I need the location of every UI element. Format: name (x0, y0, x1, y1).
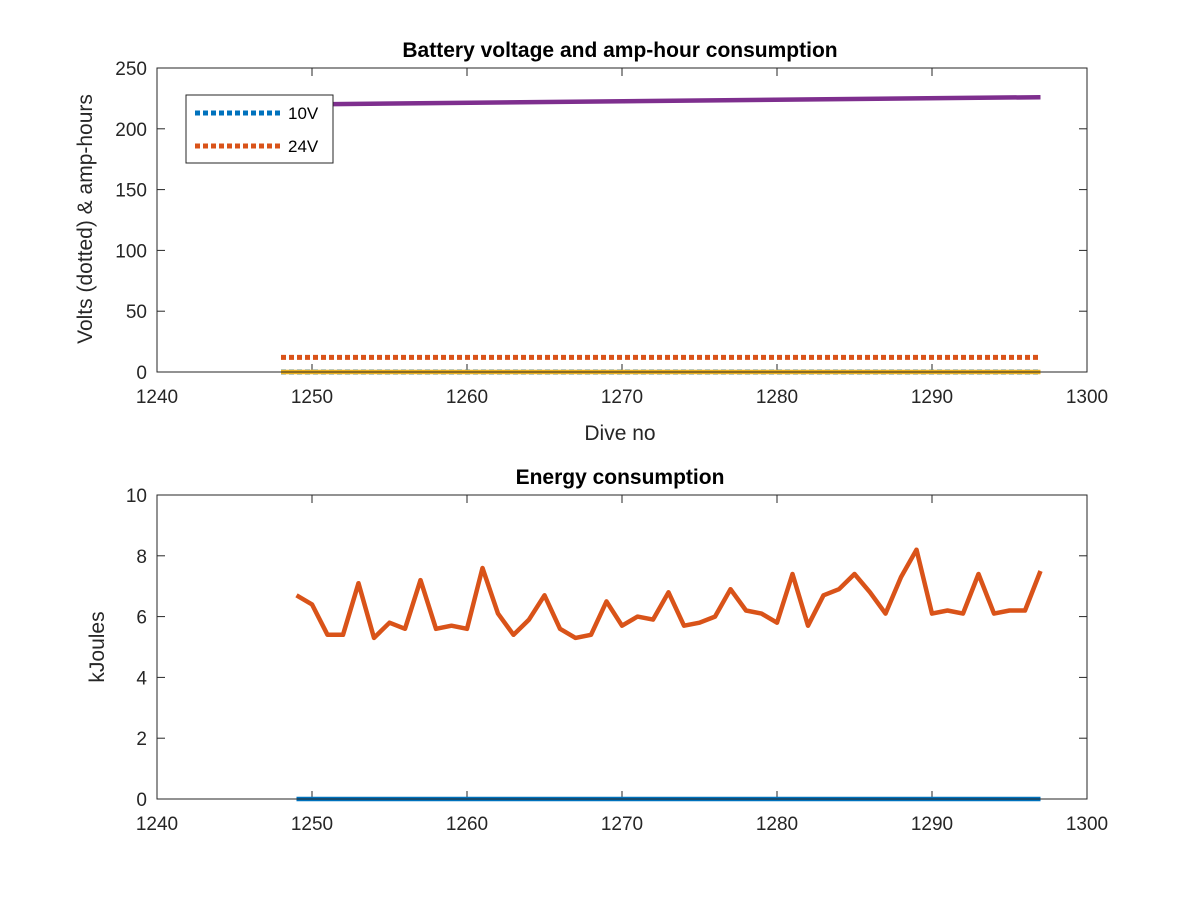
y-tick-label: 0 (136, 790, 147, 811)
x-tick-label: 1270 (601, 814, 643, 835)
y-tick-label: 250 (115, 59, 147, 80)
chart-title: Energy consumption (516, 466, 725, 489)
axes-box (156, 67, 1088, 373)
y-tick-label: 100 (115, 241, 147, 262)
legend-label-10v: 10V (288, 104, 319, 123)
x-tick-label: 1280 (756, 387, 798, 408)
x-tick-label: 1290 (911, 387, 953, 408)
x-tick-label: 1240 (136, 387, 178, 408)
chart-energy: Energy consumption kJoules 1240 1250 1260 1… (86, 466, 1108, 835)
plot-lines (295, 547, 1043, 802)
x-tick-label: 1250 (291, 387, 333, 408)
x-tick-label: 1300 (1066, 387, 1108, 408)
chart-battery: Battery voltage and amp-hour consumption… (74, 39, 1108, 445)
y-tick-label: 0 (136, 363, 147, 384)
legend-label-24v: 24V (288, 137, 319, 156)
y-tick-label: 150 (115, 181, 147, 202)
legend-box (185, 94, 334, 164)
x-tick-label: 1240 (136, 814, 178, 835)
y-axis-label: Volts (dotted) & amp-hours (74, 94, 97, 344)
y-axis-label: kJoules (86, 611, 109, 682)
axis-ticks: 1240 1250 1260 1270 1280 1290 1300 0 2 4 6 8 10 (126, 486, 1108, 835)
x-tick-label: 1290 (911, 814, 953, 835)
x-tick-label: 1300 (1066, 814, 1108, 835)
x-axis-label: Dive no (584, 422, 655, 445)
y-tick-label: 10 (126, 486, 147, 507)
axis-ticks: 1240 1250 1260 1270 1280 1290 1300 0 50 100 150 200… (115, 59, 1108, 408)
axes-box (156, 494, 1088, 800)
x-tick-label: 1260 (446, 387, 488, 408)
y-tick-label: 8 (136, 547, 147, 568)
x-tick-label: 1280 (756, 814, 798, 835)
y-tick-label: 2 (136, 729, 147, 750)
legend: 10V 24V (185, 94, 334, 164)
series-line-3 (296, 94, 1041, 107)
chart-title: Battery voltage and amp-hour consumption (402, 39, 837, 62)
x-tick-label: 1260 (446, 814, 488, 835)
y-tick-label: 6 (136, 608, 147, 629)
x-tick-label: 1270 (601, 387, 643, 408)
y-tick-label: 4 (136, 668, 147, 689)
plot-lines (281, 94, 1041, 375)
series-line-1 (295, 547, 1043, 641)
x-tick-label: 1250 (291, 814, 333, 835)
y-tick-label: 200 (115, 120, 147, 141)
y-tick-label: 50 (126, 302, 147, 323)
